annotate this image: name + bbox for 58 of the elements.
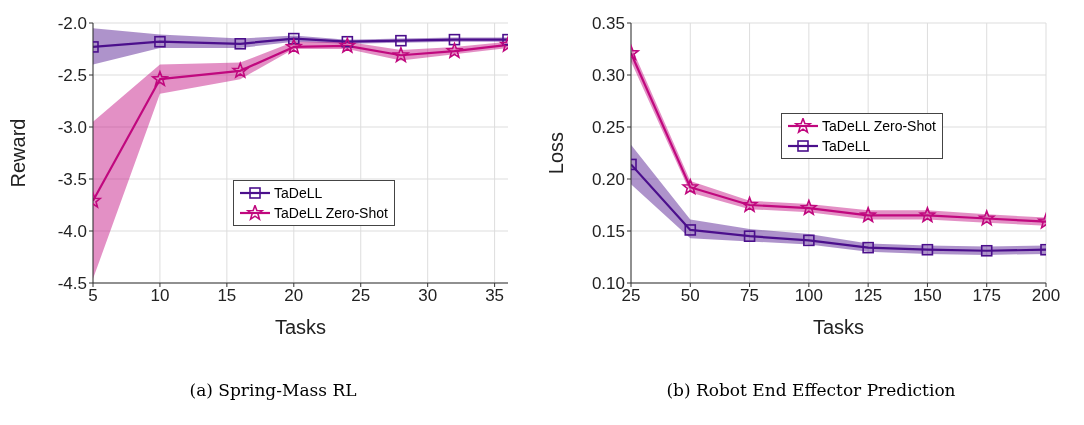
- y-tick-label: 0.30: [591, 66, 625, 86]
- point: [921, 243, 934, 256]
- y-tick-label: -2.0: [57, 14, 87, 34]
- legend-label: TaDeLL Zero-Shot: [822, 118, 936, 134]
- x-tick-label: 30: [418, 286, 438, 306]
- point: [448, 33, 461, 46]
- point: [446, 42, 463, 58]
- y-tick-label: -4.5: [57, 274, 87, 294]
- x-tick-label: 200: [1031, 286, 1061, 306]
- y-tick-label: -3.0: [57, 118, 87, 138]
- x-tick-label: 20: [284, 286, 304, 306]
- y-tick-label: 0.15: [591, 222, 625, 242]
- point: [339, 37, 356, 53]
- point: [288, 32, 300, 45]
- point: [803, 234, 815, 247]
- y-tick-label: 0.35: [591, 14, 625, 34]
- y-tick-label: -4.0: [57, 222, 87, 242]
- x-tick-label: 150: [913, 286, 942, 306]
- x-tick-label: 125: [853, 286, 883, 306]
- point: [285, 38, 302, 54]
- point: [684, 224, 697, 236]
- x-axis-title: Tasks: [812, 316, 865, 338]
- point: [919, 207, 936, 223]
- point: [232, 62, 249, 78]
- x-tick-label: 75: [740, 286, 760, 306]
- x-tick-label: 10: [150, 286, 170, 306]
- x-tick-label: 175: [972, 286, 1001, 306]
- x-tick-label: 15: [217, 286, 237, 306]
- point: [234, 38, 247, 50]
- point: [392, 46, 409, 63]
- legend-label: TaDeLL Zero-Shot: [274, 205, 388, 221]
- y-axis-title: Loss: [545, 131, 568, 175]
- point: [862, 241, 874, 254]
- y-axis-title: Reward: [7, 118, 30, 188]
- point: [743, 230, 756, 242]
- x-tick-label: 5: [88, 286, 98, 306]
- x-tick-label: 35: [485, 286, 505, 306]
- y-tick-label: -2.5: [57, 66, 87, 86]
- point: [860, 207, 877, 223]
- point: [154, 35, 166, 48]
- x-tick-label: 50: [680, 286, 700, 306]
- point: [800, 199, 817, 215]
- y-tick-label: 0.25: [591, 118, 625, 138]
- text: (b) Robot End Effector Prediction: [665, 380, 957, 400]
- point: [980, 244, 993, 257]
- x-tick-label: 100: [794, 286, 824, 306]
- point: [978, 210, 995, 226]
- y-tick-label: -3.5: [57, 170, 87, 190]
- point: [152, 70, 168, 87]
- legend-label: TaDeLL: [274, 185, 323, 201]
- text: (a) Spring-Mass RL: [188, 380, 358, 400]
- point: [395, 34, 407, 47]
- x-tick-label: 25: [351, 286, 371, 306]
- y-tick-label: 0.20: [591, 170, 625, 190]
- point: [741, 196, 758, 212]
- point: [682, 179, 699, 195]
- x-axis-title: Tasks: [274, 316, 327, 338]
- legend-label: TaDeLL: [822, 138, 871, 154]
